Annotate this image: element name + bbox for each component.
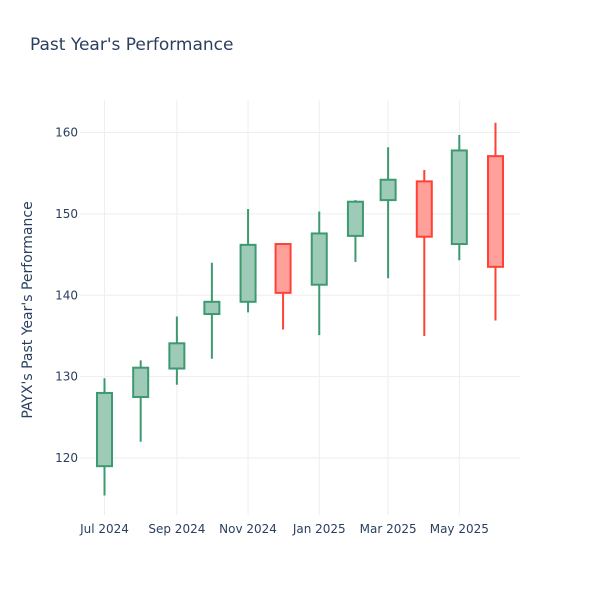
y-axis-ticks: 120 130 140 150 160 (55, 126, 78, 465)
candle-decreasing (274, 243, 292, 330)
y-axis-label: PAYX's Past Year's Performance (20, 201, 36, 418)
y-tick-label: 120 (55, 451, 78, 465)
x-tick-label: Mar 2025 (360, 522, 417, 536)
candle-body (486, 155, 504, 268)
x-tick-label: Sep 2024 (148, 522, 205, 536)
candles (96, 122, 504, 496)
candle-body (203, 300, 221, 316)
candle-body (239, 243, 257, 303)
candle-body (379, 178, 397, 202)
candle-decreasing (486, 122, 504, 321)
chart-title: Past Year's Performance (30, 35, 234, 55)
candle-body (132, 366, 150, 399)
y-tick-label: 150 (55, 207, 78, 221)
candle-increasing (450, 134, 468, 261)
y-tick-label: 130 (55, 370, 78, 384)
candle-increasing (346, 200, 364, 262)
candle-increasing (203, 262, 221, 359)
candle-increasing (379, 147, 397, 279)
candle-body (415, 180, 433, 238)
x-tick-label: Jan 2025 (292, 522, 346, 536)
candle-increasing (168, 316, 186, 385)
candle-body (274, 243, 292, 294)
candle-body (310, 232, 328, 286)
candle-body (450, 149, 468, 246)
candle-increasing (310, 211, 328, 336)
candle-body (346, 200, 364, 237)
candle-decreasing (415, 169, 433, 336)
y-tick-label: 140 (55, 288, 78, 302)
x-tick-label: Nov 2024 (219, 522, 277, 536)
candle-body (96, 391, 114, 468)
y-tick-label: 160 (55, 126, 78, 140)
candle-increasing (132, 360, 150, 442)
x-axis-ticks: Jul 2024 Sep 2024 Nov 2024 Jan 2025 Mar 2025… (79, 522, 489, 536)
x-tick-label: Jul 2024 (79, 522, 129, 536)
candle-body (168, 342, 186, 370)
candle-increasing (96, 378, 114, 496)
candle-increasing (239, 209, 257, 313)
x-tick-label: May 2025 (430, 522, 489, 536)
